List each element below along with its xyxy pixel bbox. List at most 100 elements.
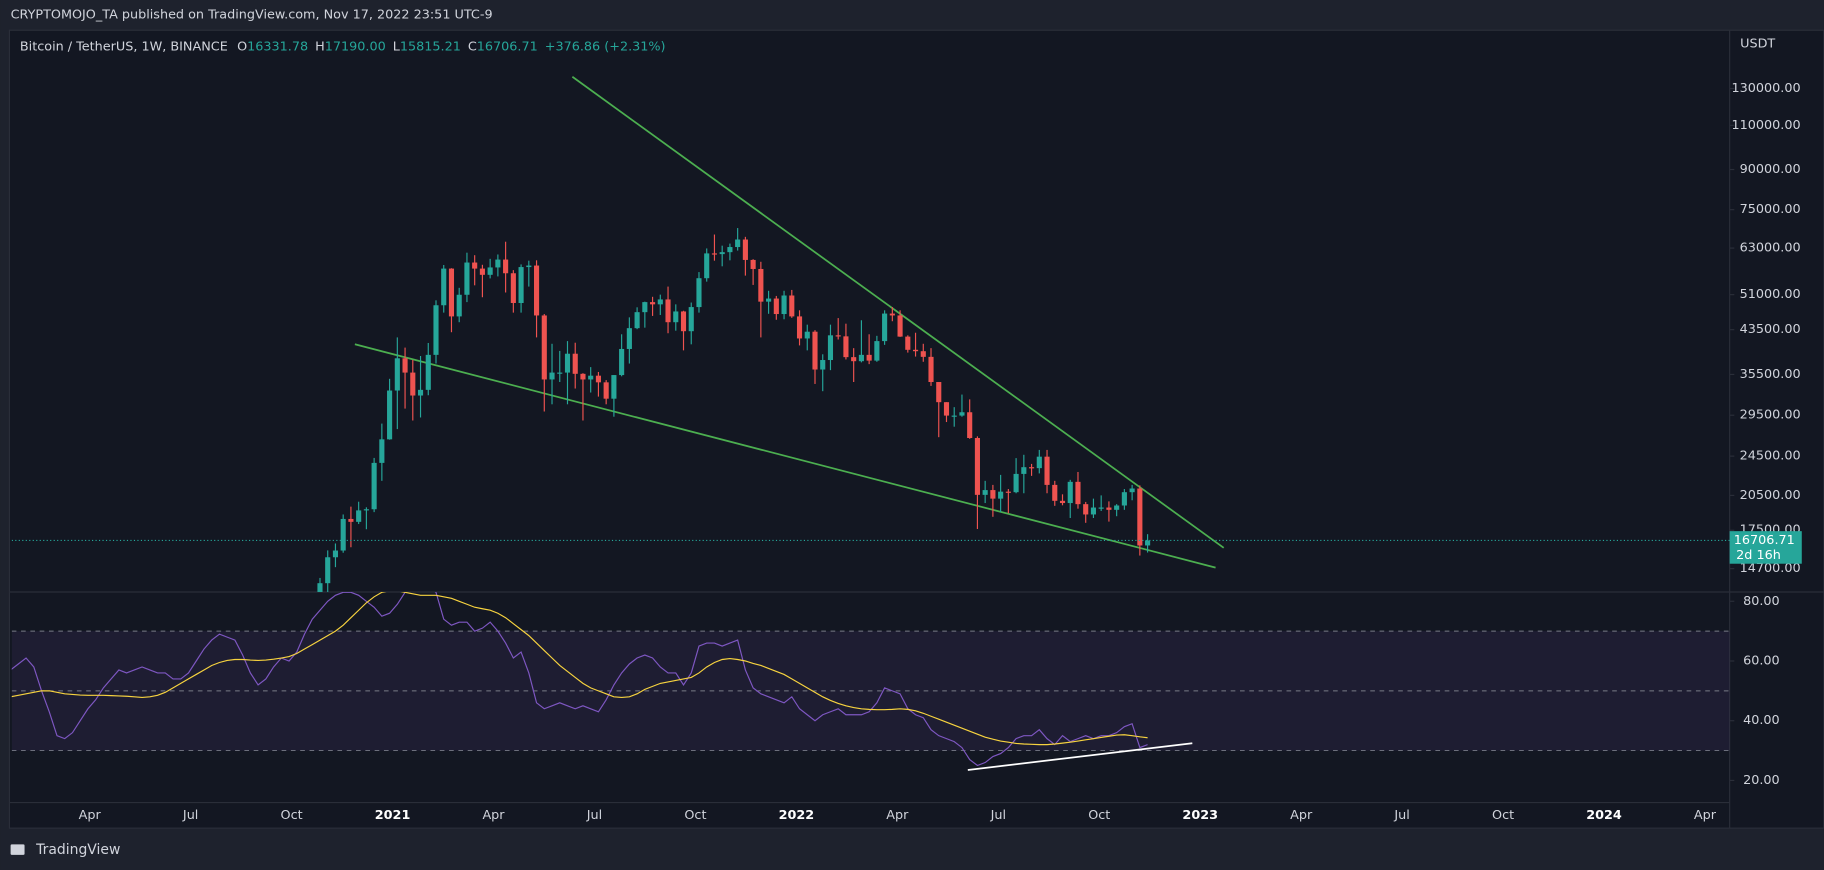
candle-body [719,252,725,255]
candle-body [619,348,625,376]
candle-body [317,583,323,593]
candle-body [402,358,408,373]
candle-body [1083,504,1089,515]
candle-body [696,278,702,308]
candle-body [371,462,377,510]
candle-body [851,357,857,362]
drawings [354,76,1225,569]
ohlc-value: 16331.78 [247,39,308,54]
candle-body [356,510,362,522]
candle-body [773,298,779,315]
candle-body [580,373,586,380]
candle-body [441,268,447,306]
candle-body [812,331,818,370]
candle-body [1075,481,1081,505]
ohlc-key: C [468,39,477,54]
candle-body [1013,473,1019,493]
candle-body [1137,488,1143,546]
change: +376.86 (+2.31%) [545,39,666,54]
y-tick-label: 40.00 [1743,713,1780,728]
y-tick-label: 60.00 [1743,653,1780,668]
candle-body [750,259,756,269]
candle-body [325,557,331,584]
x-tick-label: Oct [1492,808,1514,823]
currency-label: USDT [1740,37,1775,52]
candle-body [464,262,470,295]
candle-body [379,439,385,463]
x-tick-label: Apr [886,808,909,823]
candle-body [332,550,339,558]
x-tick-label: Oct [281,808,303,823]
candle-body [673,311,679,323]
candle-body [820,360,826,370]
x-tick-label: Apr [79,808,102,823]
candle-body [1114,505,1120,510]
x-tick-label: 2023 [1182,808,1218,823]
candle-body [920,351,926,357]
candle-body [912,349,919,352]
symbol: Bitcoin / TetherUS, 1W, BINANCE [20,39,228,54]
y-tick-label: 14700.00 [1740,561,1801,576]
candle-body [348,518,354,522]
candle-body [959,412,965,416]
candle-body [448,268,455,317]
candle-body [510,273,516,303]
ohlc-value: 15815.21 [400,39,461,54]
candle-body [472,262,478,269]
candle-body [433,305,439,355]
candle-body [564,353,571,373]
candle-body [410,372,416,396]
candle-body [1098,507,1104,509]
candle-body [742,239,748,260]
x-tick-label: Apr [1290,808,1313,823]
candle-body [1005,491,1011,493]
candle-body [796,316,803,339]
candle-body [1129,488,1135,493]
candle-body [789,295,795,317]
candle-body [572,353,578,374]
ohlc-value: 16706.71 [477,39,538,54]
last-price-box [1729,531,1802,564]
y-tick-label: 75000.00 [1740,202,1801,217]
x-tick-label: Oct [684,808,706,823]
candle-body [503,259,509,274]
symbol-legend: Bitcoin / TetherUS, 1W, BINANCE O16331.78… [20,39,666,54]
rsi-line [11,592,1148,746]
y-tick-label: 80.00 [1743,594,1780,609]
candle-body [882,313,888,342]
candle-body [526,265,532,268]
x-tick-label: Jul [586,808,602,823]
brand-name: TradingView [35,842,120,858]
candle-body [1145,540,1151,546]
y-tick-label: 35500.00 [1740,367,1801,382]
rsi-pane [11,592,1730,767]
x-tick-label: 2021 [375,808,411,823]
candle-body [557,372,563,374]
candle-body [456,294,462,317]
candle-body [727,247,733,253]
candle-body [1052,484,1058,501]
x-tick-label: Jul [990,808,1006,823]
candle-body [1036,456,1042,469]
candle-body [425,354,431,390]
countdown-label: 2d 16h [1736,548,1781,563]
chart-area [8,29,1824,829]
last-price-label: 16706.71 [1734,533,1795,548]
candle-body [1106,507,1112,510]
y-tick-label: 20500.00 [1740,488,1801,503]
candle-body [1059,500,1066,504]
candle-body [549,372,555,380]
candle-body [688,307,694,332]
candle-body [680,311,687,332]
candle-body [843,336,849,358]
candle-body [417,389,424,396]
trend-line-lower [354,343,1216,569]
candle-body [967,412,973,439]
candle-body [889,313,895,316]
x-tick-label: Apr [1694,808,1717,823]
candle-body [1021,467,1027,474]
candle-body [363,509,369,511]
candle-body [487,267,493,275]
y-tick-label: 130000.00 [1731,81,1800,96]
candle-body [1121,492,1127,506]
